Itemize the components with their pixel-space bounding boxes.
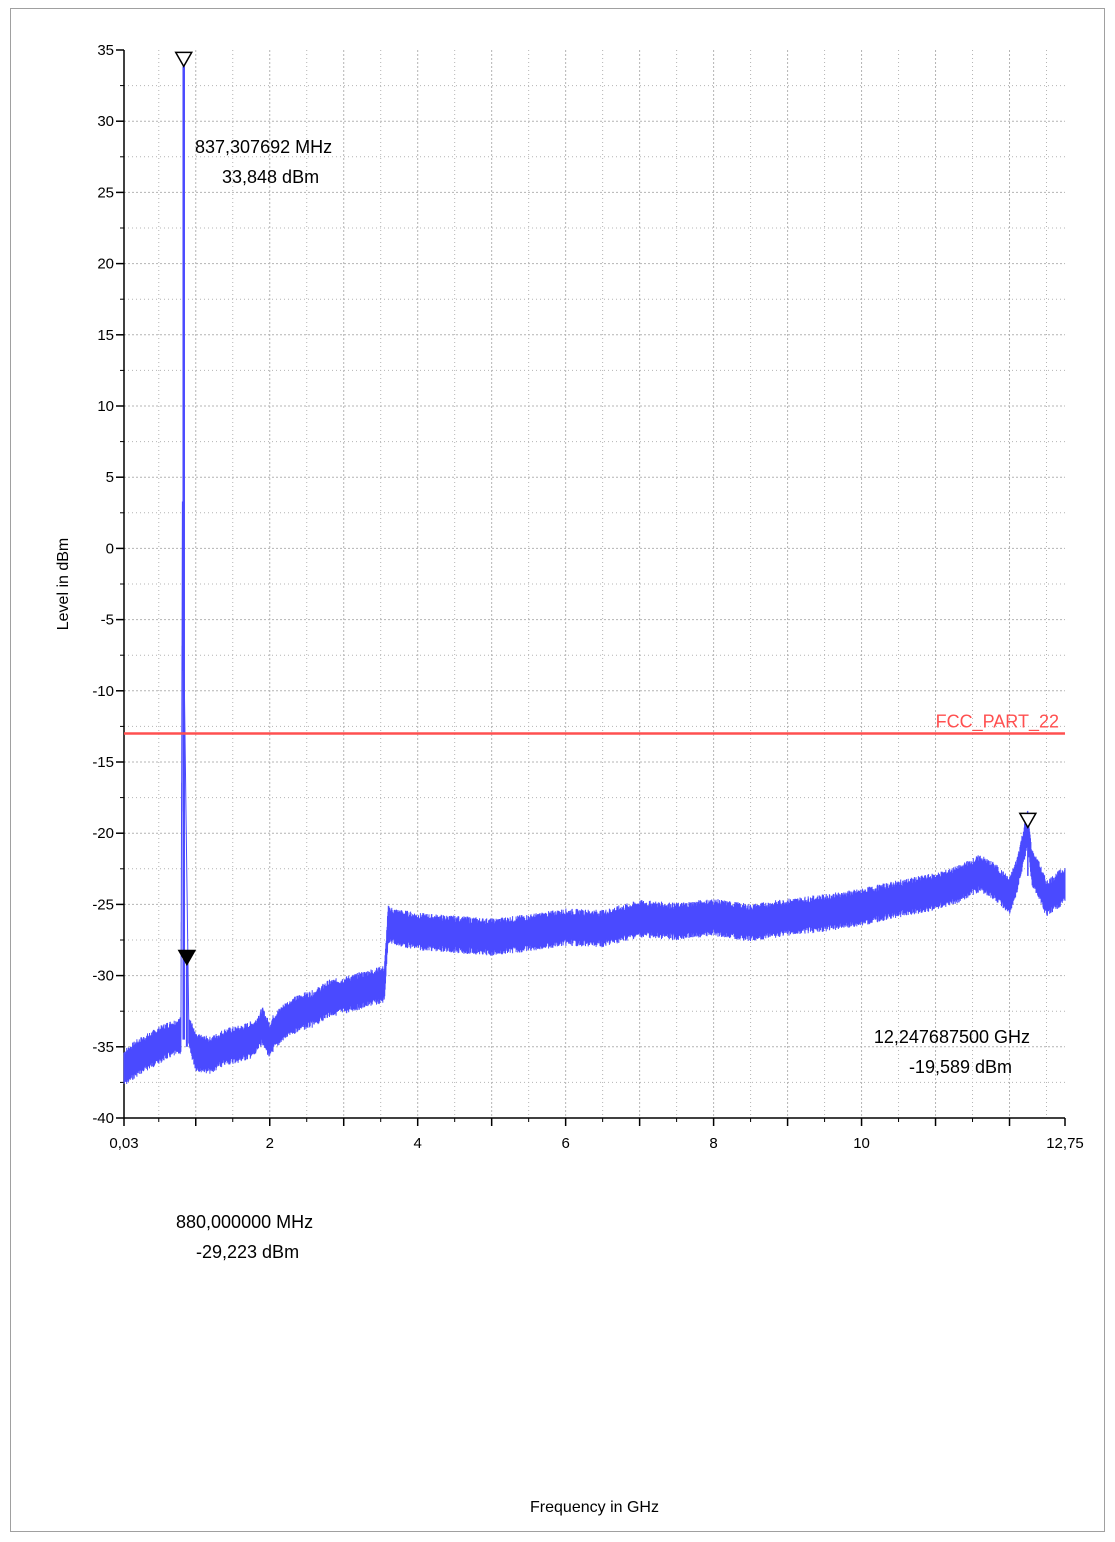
x-tick-label: 12,75	[1046, 1135, 1084, 1152]
y-tick-label: 10	[97, 398, 114, 415]
x-tick-label: 10	[853, 1135, 870, 1152]
marker-2-frequency-label: 880,000000 MHz	[176, 1212, 313, 1232]
marker-2-triangle	[177, 949, 197, 967]
y-tick-label: -20	[92, 825, 114, 842]
y-tick-label: -35	[92, 1039, 114, 1056]
y-axis-title: Level in dBm	[55, 538, 72, 631]
y-tick-label: -25	[92, 896, 114, 913]
chart-frame	[10, 8, 1105, 1532]
y-tick-label: -10	[92, 683, 114, 700]
y-tick-label: 25	[97, 184, 114, 201]
y-tick-label: -15	[92, 754, 114, 771]
y-tick-label: -5	[101, 612, 114, 629]
marker-layer: 837,307692 MHz 33,848 dBm 880,000000 MHz -2…	[174, 51, 1038, 1262]
x-tick-label: 6	[561, 1135, 569, 1152]
limit-line-label: FCC_PART_22	[936, 712, 1059, 733]
x-tick-label: 4	[414, 1135, 422, 1152]
y-tick-label: 0	[106, 540, 114, 557]
y-tick-label: 5	[106, 469, 114, 486]
marker-1-level-label: 33,848 dBm	[222, 167, 319, 187]
x-axis-title: Frequency in GHz	[530, 1499, 659, 1516]
x-tick-label: 2	[266, 1135, 274, 1152]
limit-line-layer: FCC_PART_22	[124, 712, 1065, 735]
y-tick-label: 20	[97, 256, 114, 273]
y-tick-label: 30	[97, 113, 114, 130]
axes: 35 30 25 20 15 10 5 0 -5 -10 -15 -20 -25 -30 -35 -40 0,0…	[92, 42, 1083, 1152]
x-tick-label: 0,03	[109, 1135, 138, 1152]
marker-3-frequency-label: 12,247687500 GHz	[874, 1027, 1030, 1047]
grid-lines	[124, 50, 1065, 1118]
marker-1-triangle	[174, 51, 194, 68]
marker-1-frequency-label: 837,307692 MHz	[195, 137, 332, 157]
y-tick-label: 35	[97, 42, 114, 59]
y-tick-label: -30	[92, 968, 114, 985]
marker-3-level-label: -19,589 dBm	[909, 1057, 1012, 1077]
trace-noise	[123, 501, 1066, 1085]
trace-layer	[123, 66, 1066, 1085]
marker-2-level-label: -29,223 dBm	[196, 1242, 299, 1262]
y-tick-label: -40	[92, 1110, 114, 1127]
marker-3-triangle	[1018, 812, 1038, 829]
y-tick-label: 15	[97, 327, 114, 344]
x-tick-label: 8	[709, 1135, 717, 1152]
